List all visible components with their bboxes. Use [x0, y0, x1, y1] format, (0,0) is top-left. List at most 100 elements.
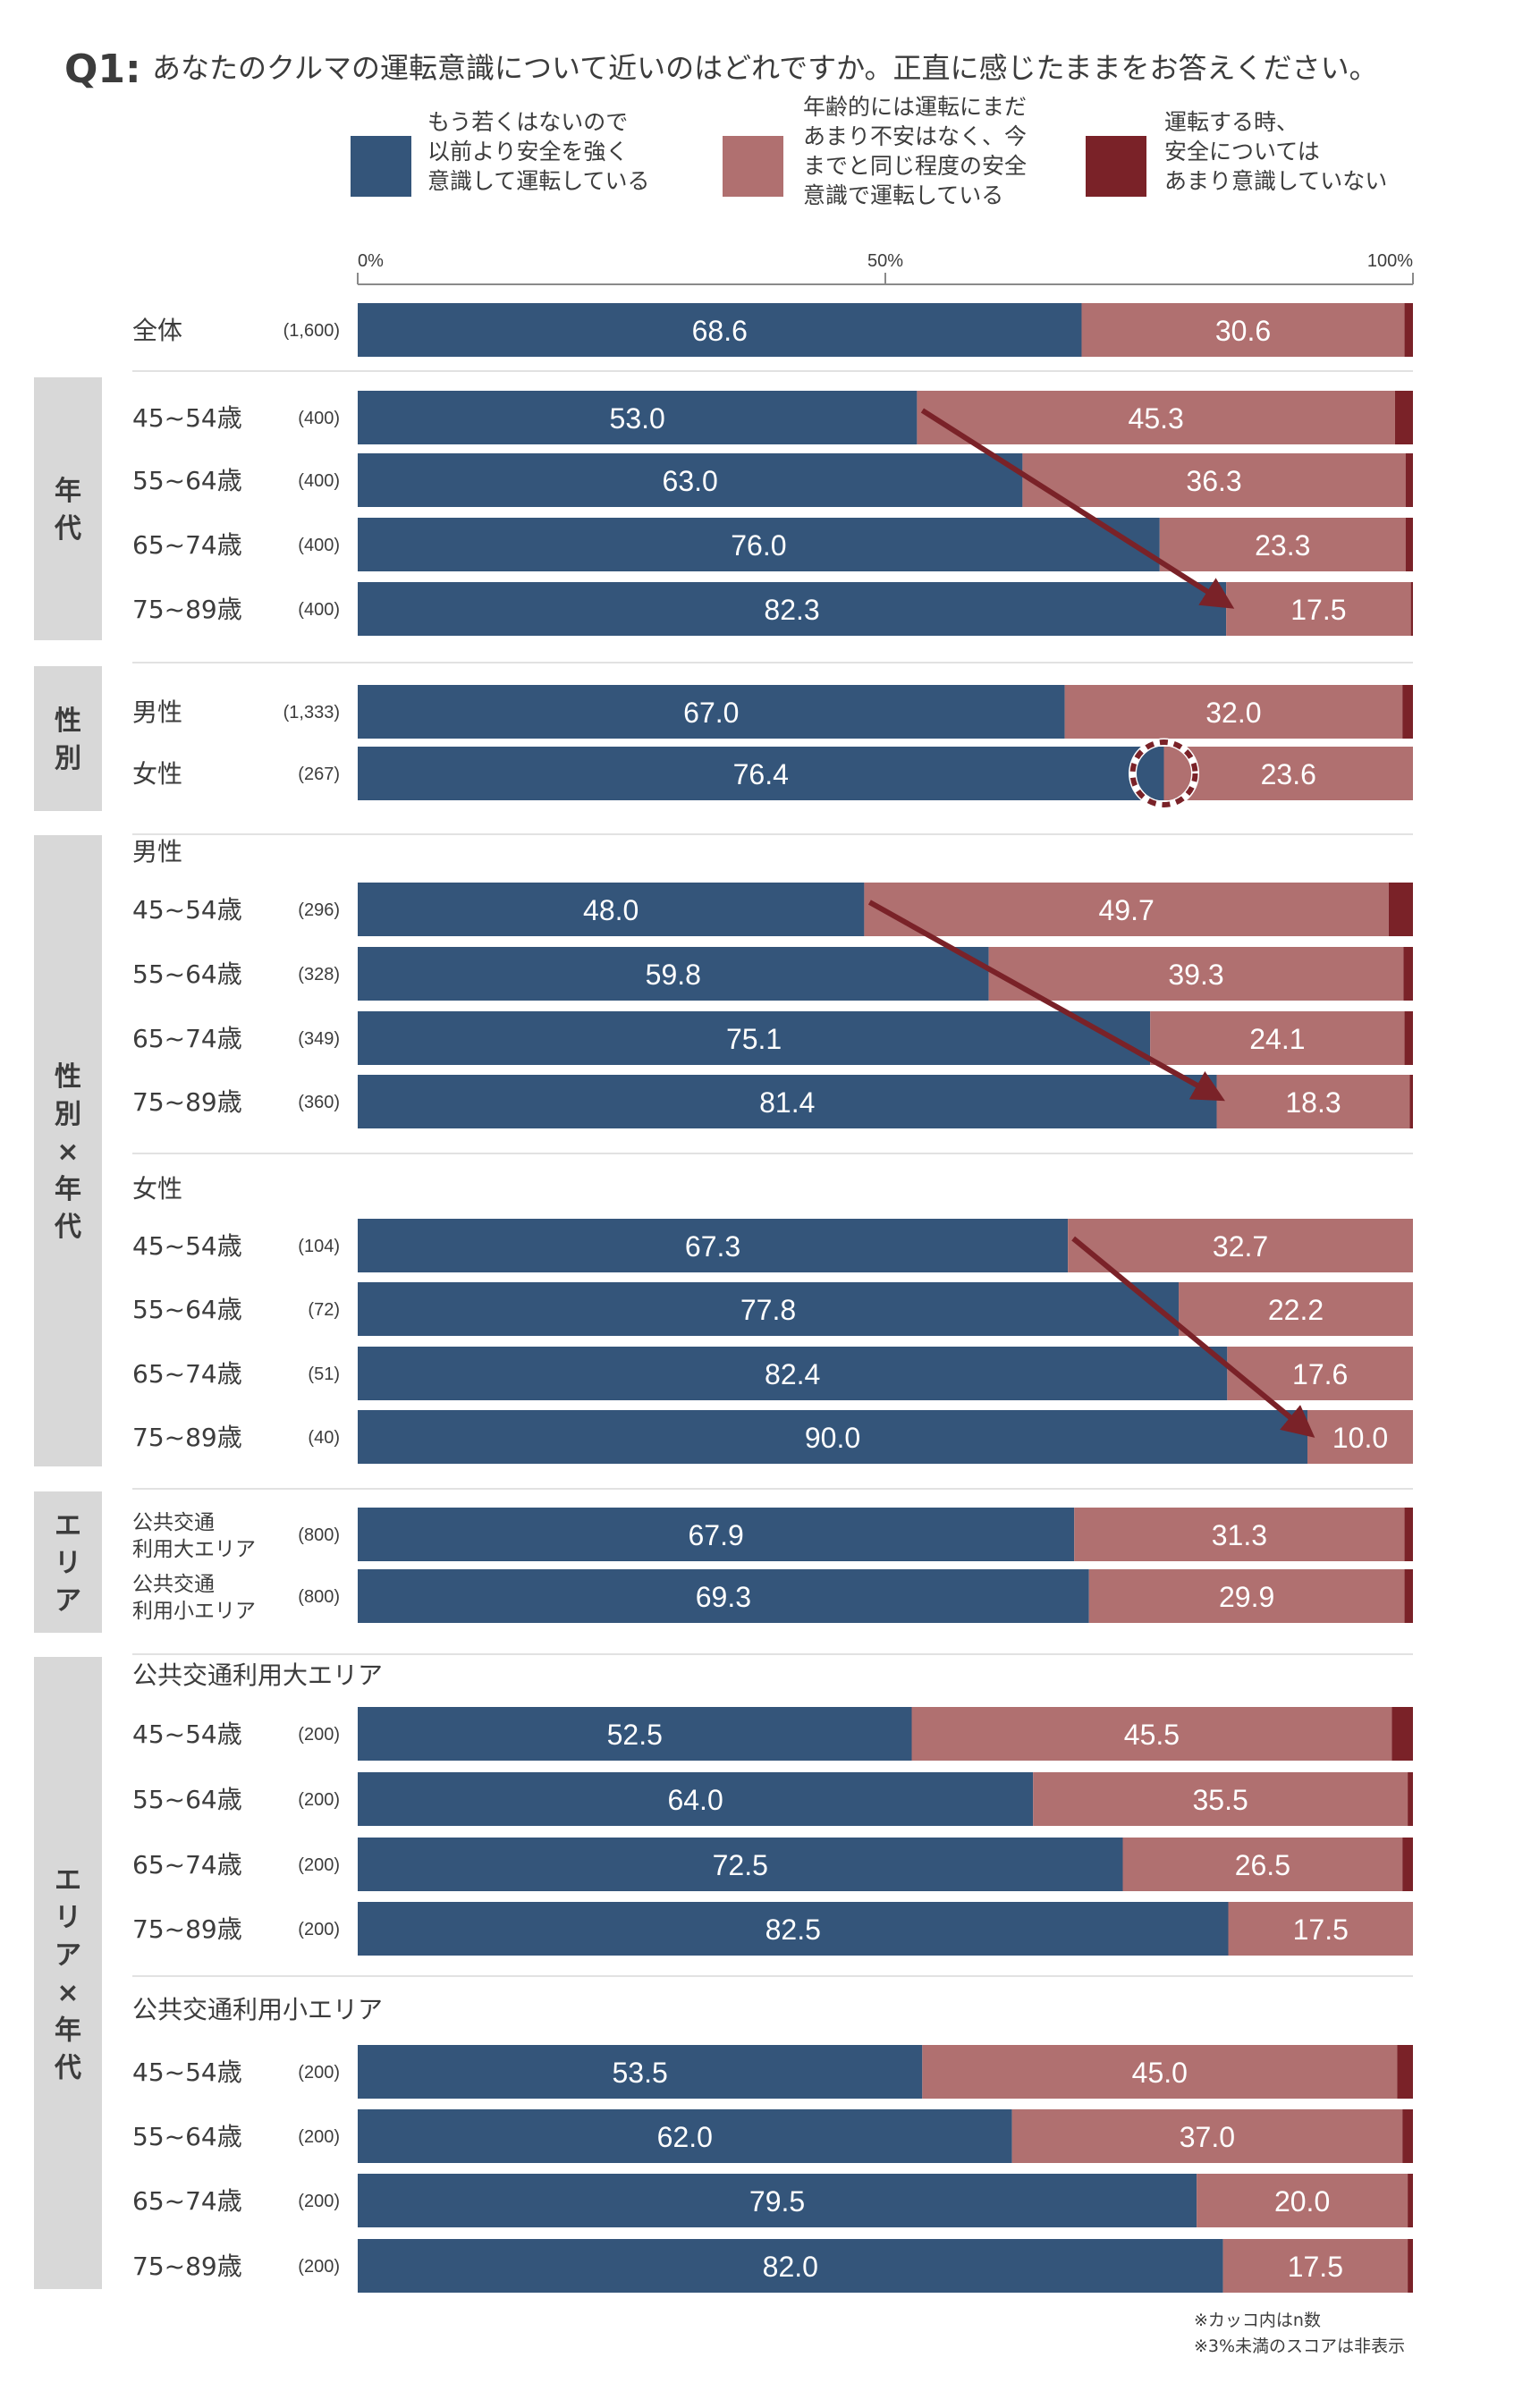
data-label: 17.6: [1292, 1358, 1348, 1390]
bar-segment-3: [1405, 453, 1413, 507]
row-label: 75~89歳: [132, 1423, 242, 1452]
bar-segment-1: [358, 1347, 1228, 1400]
row-n: (200): [298, 1725, 340, 1745]
group-label-char: 代: [54, 513, 81, 545]
row-n: (328): [298, 965, 340, 984]
row-n: (200): [298, 1855, 340, 1875]
bar-segment-3: [1404, 1011, 1413, 1065]
bar-row: 55~64歳 (200) 64.0 35.5: [132, 1772, 1413, 1826]
bar-segment-1: [358, 1410, 1307, 1464]
data-label: 45.3: [1129, 402, 1184, 435]
group-label-char: 年: [55, 1174, 81, 1205]
row-label: 45~54歳: [132, 2057, 242, 2087]
bar-row: 女性 (267) 76.4 23.6: [132, 747, 1413, 800]
data-label: 22.2: [1268, 1294, 1324, 1326]
data-label: 77.8: [740, 1294, 796, 1326]
bar-row: 75~89歳 (200) 82.5 17.5: [132, 1902, 1413, 1956]
subgroup-label: 公共交通利用小エリア: [132, 1995, 383, 2024]
data-label: 23.3: [1255, 529, 1310, 562]
bar-segment-2: [1088, 1569, 1405, 1623]
bar-segment-1: [358, 1707, 912, 1761]
row-label: 65~74歳: [132, 2186, 242, 2216]
highlight-circle: [1129, 739, 1198, 807]
data-label: 90.0: [805, 1422, 860, 1454]
bar-row: 75~89歳 (400) 82.3 17.5: [132, 582, 1413, 636]
row-n: (40): [308, 1428, 340, 1448]
bar-segment-1: [358, 1282, 1180, 1336]
bar-segment-2: [1228, 1902, 1413, 1956]
bar-segment-2: [1074, 1508, 1405, 1561]
bar-segment-2: [1226, 582, 1411, 636]
bar-row: 65~74歳 (200) 79.5 20.0: [132, 2174, 1413, 2227]
row-n: (267): [298, 765, 340, 784]
bar-segment-1: [358, 1508, 1075, 1561]
bar-row: 45~54歳 (400) 53.0 45.3: [132, 391, 1413, 444]
group-label-char: ×: [56, 1136, 79, 1168]
data-label: 37.0: [1180, 2121, 1235, 2153]
bar-segment-1: [358, 747, 1164, 800]
bar-row: 45~54歳 (296) 48.0 49.7: [132, 883, 1413, 936]
bar-row: 45~54歳 (104) 67.3 32.7: [132, 1219, 1413, 1272]
x-axis: 0% 50% 100%: [357, 251, 1414, 285]
data-label: 75.1: [726, 1023, 782, 1055]
bar-segment-3: [1409, 1075, 1413, 1128]
row-n: (800): [298, 1525, 340, 1545]
row-n: (800): [298, 1587, 340, 1607]
row-n: (1,333): [283, 703, 340, 722]
bar-segment-3: [1402, 1838, 1413, 1891]
row-n: (72): [308, 1300, 340, 1320]
bar-row: 45~54歳 (200) 52.5 45.5: [132, 1707, 1413, 1761]
row-n: (400): [298, 536, 340, 555]
row-label: 55~64歳: [132, 2122, 242, 2151]
bar-segment-1: [358, 2174, 1197, 2227]
bar-segment-2: [1022, 453, 1406, 507]
bar-segment-1: [358, 1838, 1123, 1891]
data-label: 30.6: [1215, 315, 1271, 347]
bar-segment-3: [1404, 1508, 1413, 1561]
group-label-char: 性: [55, 1061, 81, 1093]
axis-tick-label: 100%: [1367, 251, 1413, 271]
bar-segment-1: [358, 1075, 1217, 1128]
group-label-char: リ: [55, 1903, 81, 1934]
row-label: 45~54歳: [132, 1719, 242, 1749]
legend-label-3: 運転する時、安全についてはあまり意識していない: [1164, 109, 1387, 194]
bar-segment-3: [1388, 883, 1413, 936]
bar-rows: 全体 (1,600) 68.6 30.6 45~54歳 (400) 53.0 45.3 55~6…: [132, 303, 1413, 2293]
data-label: 48.0: [583, 894, 639, 926]
bar-segment-3: [1405, 518, 1413, 571]
data-label: 18.3: [1285, 1086, 1341, 1119]
bar-segment-2: [1068, 1219, 1413, 1272]
row-n: (104): [298, 1237, 340, 1256]
row-label: 45~54歳: [132, 895, 242, 925]
row-label: 公共交通利用大エリア: [132, 1511, 256, 1561]
bar-segment-2: [922, 2045, 1398, 2099]
bar-segment-2: [1064, 685, 1403, 739]
data-label: 24.1: [1249, 1023, 1305, 1055]
data-label: 39.3: [1168, 959, 1223, 991]
data-label: 32.0: [1205, 697, 1261, 729]
bar-row: 55~64歳 (400) 63.0 36.3: [132, 453, 1413, 507]
row-n: (296): [298, 900, 340, 920]
axis-tick-label: 0%: [358, 251, 384, 271]
bar-row: 75~89歳 (40) 90.0 10.0: [132, 1410, 1413, 1464]
bar-segment-3: [1404, 1569, 1413, 1623]
row-label: 女性: [132, 759, 182, 789]
data-label: 62.0: [657, 2121, 713, 2153]
group-label-char: エ: [55, 1510, 81, 1542]
bar-row: 公共交通利用小エリア (800) 69.3 29.9: [132, 1569, 1413, 1623]
note-n-count: ※カッコ内はn数: [1194, 2311, 1321, 2330]
bar-segment-3: [1394, 391, 1413, 444]
bar-segment-3: [1410, 582, 1413, 636]
bar-segment-3: [1408, 2239, 1413, 2293]
row-label: 75~89歳: [132, 1087, 242, 1117]
bar-row: 65~74歳 (349) 75.1 24.1: [132, 1011, 1413, 1065]
chart-title: あなたのクルマの運転意識について近いのはどれですか。正直に感じたままをお答えくだ…: [152, 51, 1378, 85]
bar-segment-3: [1408, 1772, 1413, 1826]
data-label: 59.8: [646, 959, 701, 991]
row-label: 65~74歳: [132, 1359, 242, 1389]
data-label: 52.5: [607, 1719, 663, 1751]
data-label: 79.5: [749, 2185, 805, 2218]
group-label-char: 代: [54, 2053, 81, 2084]
bar-segment-2: [1222, 2239, 1408, 2293]
bar-segment-1: [358, 1902, 1229, 1956]
